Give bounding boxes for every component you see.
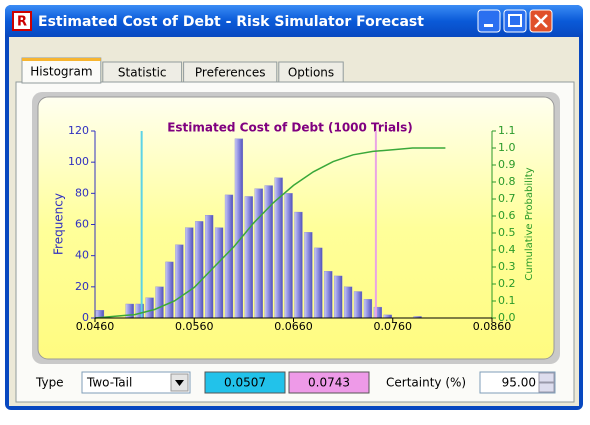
minimize-glyph: [484, 24, 493, 27]
bar: [284, 193, 293, 319]
x-tick-label: 0.0560: [175, 320, 214, 333]
left-tail-box[interactable]: [204, 371, 286, 394]
bar: [304, 232, 313, 319]
select-arrow: [175, 380, 184, 386]
bar: [353, 291, 363, 319]
y-tick-label: 20: [75, 280, 89, 293]
tab-label: Options: [288, 66, 334, 80]
left-tail-value: 0.0507: [224, 376, 266, 390]
tab-highlight: [22, 58, 101, 61]
type-select[interactable]: [81, 371, 191, 394]
tab[interactable]: [21, 57, 102, 84]
y2-tick-label: 0.0: [498, 311, 516, 324]
tab-label: Histogram: [30, 65, 92, 79]
spin-down[interactable]: [538, 382, 555, 393]
tab[interactable]: [183, 61, 278, 83]
cumulative-line: [94, 147, 446, 319]
app-icon: [12, 11, 32, 31]
y2-tick-label: 0.3: [498, 260, 516, 273]
x-tick-label: 0.0460: [76, 320, 115, 333]
y-tick-label: 80: [75, 186, 89, 199]
bar: [343, 286, 353, 319]
certainty-label: Certainty (%): [386, 376, 466, 390]
right-tail-value: 0.0743: [308, 376, 350, 390]
y-tick-label: 100: [68, 155, 89, 168]
tab[interactable]: [102, 61, 183, 83]
y2-tick-label: 0.7: [498, 192, 516, 205]
tab-label: Preferences: [195, 66, 266, 80]
y-tick-label: 60: [75, 218, 89, 231]
x-tick-label: 0.0660: [274, 320, 313, 333]
bar: [363, 299, 373, 319]
y2-tick-label: 1.1: [498, 124, 516, 137]
bar: [155, 286, 164, 319]
y2-tick-label: 0.2: [498, 277, 516, 290]
title-bar: [5, 5, 583, 37]
spin-up[interactable]: [538, 372, 555, 383]
y2-tick-label: 0.4: [498, 243, 516, 256]
bar: [224, 194, 234, 319]
type-label: Type: [35, 376, 64, 390]
maximize-button[interactable]: [503, 9, 527, 33]
y2-tick-label: 0.5: [498, 226, 516, 239]
minimize-button[interactable]: [477, 9, 501, 33]
y2-tick-label: 0.6: [498, 209, 516, 222]
y2-tick-label: 0.8: [498, 175, 516, 188]
bar: [244, 196, 253, 319]
tab[interactable]: [278, 61, 344, 83]
bar: [254, 188, 263, 319]
window-title: Estimated Cost of Debt - Risk Simulator …: [38, 14, 424, 30]
y-tick-label: 120: [68, 124, 89, 137]
y-tick-label: 40: [75, 249, 89, 262]
bar: [175, 244, 184, 319]
y2-tick-label: 0.9: [498, 158, 516, 171]
y-axis-label: Frequency: [52, 193, 66, 255]
maximize-glyph: [508, 14, 522, 27]
tab-label: Statistic: [118, 66, 167, 80]
bar: [214, 227, 224, 319]
bar: [165, 261, 174, 319]
bar: [145, 297, 154, 319]
type-value: Two-Tail: [86, 376, 132, 390]
y2-tick-label: 0.1: [498, 294, 516, 307]
certainty-value: 95.00: [502, 376, 536, 390]
y2-tick-label: 1.0: [498, 141, 516, 154]
chart-title: Estimated Cost of Debt (1000 Trials): [167, 121, 413, 135]
bar: [234, 138, 244, 319]
bar: [294, 211, 303, 319]
x-tick-label: 0.0860: [473, 320, 512, 333]
bar: [334, 275, 343, 319]
right-tail-box[interactable]: [288, 371, 370, 394]
certainty-input[interactable]: [479, 371, 556, 394]
x-tick-label: 0.0760: [374, 320, 413, 333]
bar: [185, 227, 194, 319]
close-glyph: [534, 14, 548, 28]
y-tick-label: 0: [82, 311, 89, 324]
y2-axis-label: Cumulative Probability: [524, 167, 535, 280]
bar: [195, 221, 204, 319]
bar: [314, 247, 323, 319]
bar: [324, 271, 333, 319]
app-icon-glyph: R: [17, 15, 27, 30]
bar: [205, 214, 214, 319]
